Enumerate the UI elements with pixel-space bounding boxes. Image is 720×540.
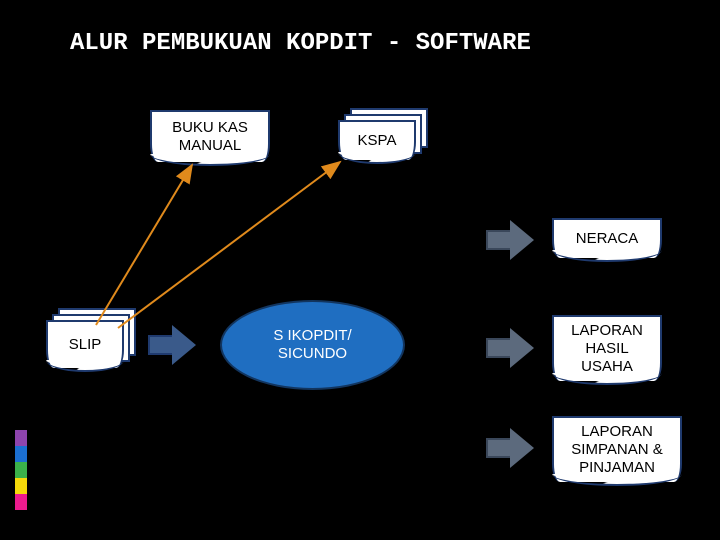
arrow-to-lsp — [486, 428, 536, 468]
node-label: NERACA — [576, 230, 639, 248]
bar-seg — [15, 494, 27, 510]
bar-seg — [15, 462, 27, 478]
arrow-slip-to-circle — [148, 325, 198, 365]
node-buku-kas-manual: BUKU KASMANUAL — [150, 110, 270, 162]
arrow-to-lhu — [486, 328, 536, 368]
node-label: LAPORANHASILUSAHA — [571, 322, 643, 376]
node-label: BUKU KASMANUAL — [172, 119, 248, 155]
circle-label: S IKOPDIT/SICUNDO — [273, 327, 351, 363]
node-label: KSPA — [358, 132, 397, 150]
node-sikopdit-sicundo: S IKOPDIT/SICUNDO — [220, 300, 405, 390]
bar-seg — [15, 430, 27, 446]
bar-seg — [15, 446, 27, 462]
node-slip-front: SLIP — [46, 320, 124, 368]
node-kspa: KSPA — [338, 120, 428, 172]
arrow-to-neraca — [486, 220, 536, 260]
bar-seg — [15, 478, 27, 494]
node-label: SLIP — [69, 336, 102, 354]
node-label: LAPORANSIMPANAN &PINJAMAN — [571, 423, 662, 477]
accent-colorbar — [15, 430, 27, 510]
node-laporan-simpanan-pinjaman: LAPORANSIMPANAN &PINJAMAN — [552, 416, 682, 482]
page-title: ALUR PEMBUKUAN KOPDIT - SOFTWARE — [70, 28, 531, 59]
node-laporan-hasil-usaha: LAPORANHASILUSAHA — [552, 315, 662, 381]
node-kspa-front: KSPA — [338, 120, 416, 160]
node-neraca: NERACA — [552, 218, 662, 258]
node-slip: SLIP — [46, 320, 136, 380]
